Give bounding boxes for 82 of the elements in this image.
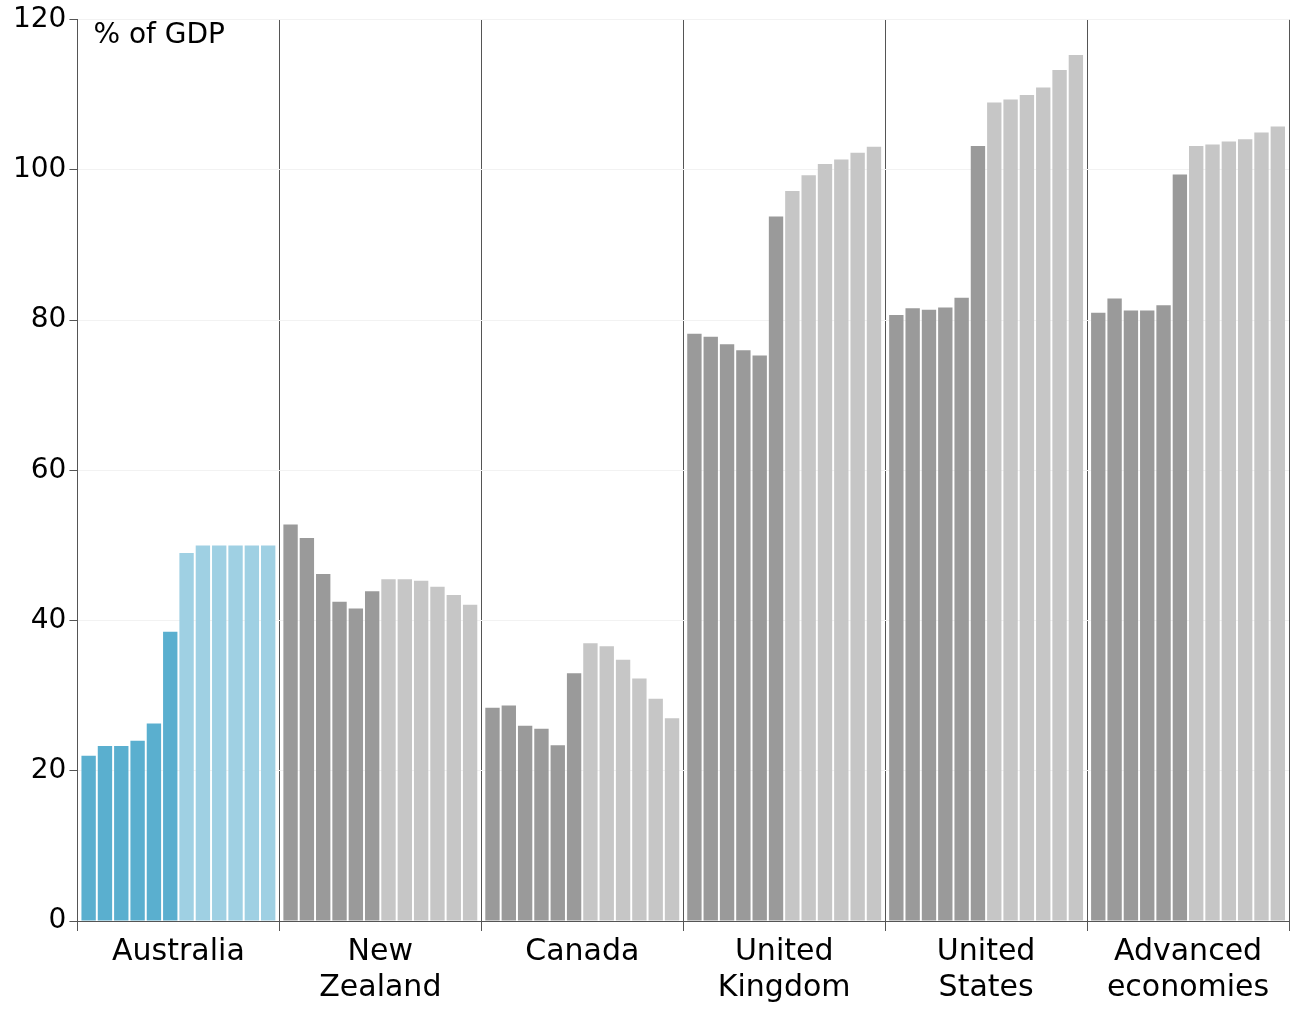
- bar: [1189, 145, 1204, 921]
- bar: [1221, 141, 1237, 921]
- bar: [517, 725, 533, 921]
- bar: [752, 355, 767, 921]
- bar: [212, 545, 227, 921]
- bar: [462, 604, 478, 921]
- bar: [501, 705, 516, 921]
- bar: [550, 745, 565, 921]
- bar: [228, 545, 243, 921]
- bar: [114, 746, 129, 921]
- x-tick-label: Australia: [112, 931, 245, 967]
- bar: [736, 350, 751, 921]
- bar: [195, 545, 211, 921]
- bar: [866, 146, 882, 921]
- bar: [348, 608, 364, 921]
- bar: [299, 537, 315, 921]
- x-tick-label: Canada: [525, 931, 640, 967]
- bar: [1270, 126, 1285, 921]
- bar: [599, 646, 614, 921]
- y-tick-label: 100: [12, 151, 67, 185]
- y-tick-label: 20: [30, 752, 67, 786]
- bar: [283, 524, 298, 921]
- y-tick-label: 40: [30, 601, 67, 635]
- bar: [664, 718, 680, 921]
- bar: [97, 746, 113, 921]
- y-tick-label: 120: [12, 1, 67, 35]
- bar: [1052, 70, 1067, 921]
- bar: [703, 336, 718, 921]
- bar: [244, 545, 260, 921]
- bar: [332, 601, 347, 921]
- bar: [316, 574, 331, 921]
- bar: [566, 673, 582, 921]
- bar: [1107, 298, 1122, 921]
- bar: [430, 586, 445, 921]
- bar: [381, 579, 396, 921]
- bar: [921, 309, 937, 921]
- bar: [768, 216, 784, 921]
- y-tick-label: 80: [30, 301, 67, 335]
- bar: [817, 163, 833, 921]
- bar: [970, 145, 986, 921]
- bar: [938, 307, 953, 921]
- bar: [534, 728, 549, 921]
- y-tick-label: 0: [48, 902, 67, 936]
- bar: [1172, 174, 1188, 921]
- bar: [261, 545, 276, 921]
- bar: [146, 723, 162, 921]
- bar: [719, 344, 735, 921]
- bar: [615, 659, 631, 921]
- bar: [687, 333, 702, 921]
- bar: [1237, 139, 1253, 921]
- bar: [364, 591, 380, 921]
- x-tick-label: United States: [936, 931, 1036, 1003]
- bar: [1156, 305, 1171, 921]
- bar: [179, 553, 194, 921]
- bar: [81, 755, 96, 921]
- bar: [1019, 94, 1035, 921]
- bar: [163, 631, 178, 921]
- x-tick-label: New Zealand: [319, 931, 442, 1003]
- bar: [485, 707, 500, 921]
- bar: [413, 580, 429, 921]
- bar: [130, 740, 145, 921]
- y-tick-label: 60: [30, 451, 67, 485]
- bar: [987, 102, 1002, 921]
- y-axis-title: % of GDP: [93, 17, 225, 51]
- x-tick-label: Advanced economies: [1106, 931, 1270, 1003]
- bar: [1140, 310, 1155, 921]
- x-tick-label: United Kingdom: [717, 931, 851, 1003]
- bar: [1205, 144, 1220, 921]
- bar: [1068, 55, 1084, 921]
- bar: [1003, 99, 1018, 921]
- bar: [583, 643, 598, 921]
- bar: [954, 297, 969, 921]
- bar: [834, 159, 849, 921]
- bar: [397, 579, 412, 921]
- bar: [1036, 87, 1051, 921]
- bar: [632, 678, 647, 921]
- bar: [1254, 132, 1269, 921]
- bar: [648, 698, 663, 921]
- bar: [446, 595, 461, 921]
- bar: [1123, 310, 1139, 921]
- bar: [850, 152, 865, 921]
- bar: [1091, 312, 1106, 921]
